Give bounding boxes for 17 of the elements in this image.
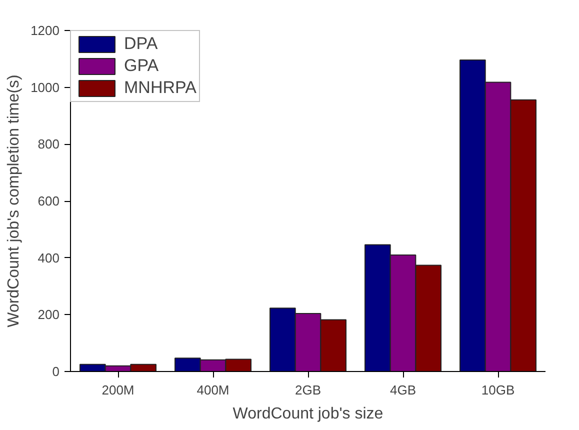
x-tick-label: 400M — [196, 382, 230, 398]
x-tick-label: 200M — [102, 382, 134, 398]
y-tick-label: 200 — [38, 307, 60, 322]
x-tick-label: 4GB — [390, 382, 416, 398]
x-tick-label: 2GB — [294, 382, 322, 398]
y-tick-label: 1200 — [30, 23, 60, 38]
y-tick-label: 400 — [38, 250, 60, 266]
x-axis-title: WordCount job's size — [232, 406, 384, 422]
legend-label: GPA — [124, 56, 159, 76]
y-axis-title: WordCount job's completion time(s) — [6, 74, 23, 328]
y-tick-label: 0 — [52, 364, 60, 379]
legend-label: DPA — [124, 34, 158, 54]
x-tick-label: 10GB — [481, 382, 515, 398]
y-tick-label: 800 — [38, 136, 60, 152]
y-tick-label: 1000 — [30, 80, 60, 95]
y-tick-label: 600 — [38, 194, 60, 208]
legend-label: MNHRPA — [124, 78, 196, 98]
